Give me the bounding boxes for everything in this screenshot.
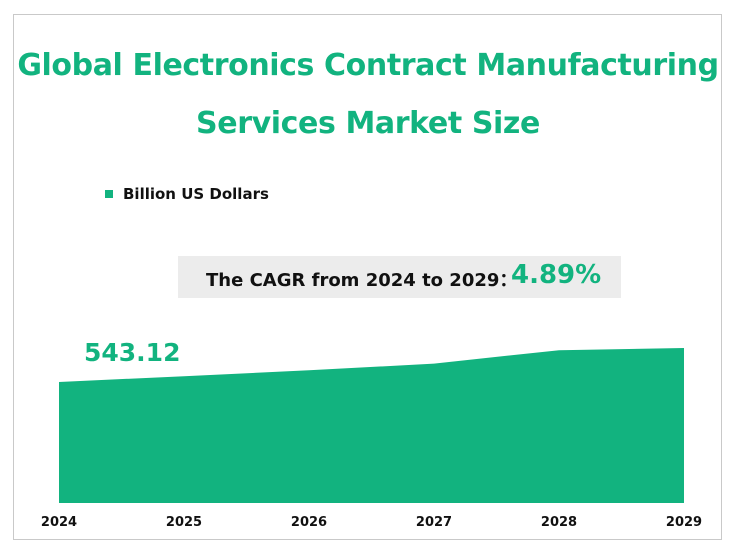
x-tick-label: 2028: [541, 515, 577, 530]
area-series-billion-us-dollars: [59, 348, 684, 503]
chart-title-line-2: Services Market Size: [196, 106, 540, 141]
x-tick-label: 2027: [416, 515, 452, 530]
cagr-box: The CAGR from 2024 to 2029： 4.89%: [178, 256, 621, 298]
x-tick-label: 2025: [166, 515, 202, 530]
chart-title-line-1: Global Electronics Contract Manufacturin…: [17, 48, 719, 83]
x-axis-ticks: 2024 2025 2026 2027 2028 2029: [41, 515, 702, 530]
x-tick-label: 2024: [41, 515, 77, 530]
x-tick-label: 2026: [291, 515, 327, 530]
cagr-label: The CAGR from 2024 to 2029：: [206, 270, 518, 291]
legend: Billion US Dollars: [105, 185, 269, 203]
cagr-value: 4.89%: [511, 260, 602, 290]
data-label-2024: 543.12: [84, 338, 181, 367]
legend-label: Billion US Dollars: [123, 185, 269, 203]
chart-frame: [13, 14, 722, 540]
legend-swatch: [105, 190, 113, 198]
x-tick-label: 2029: [666, 515, 702, 530]
